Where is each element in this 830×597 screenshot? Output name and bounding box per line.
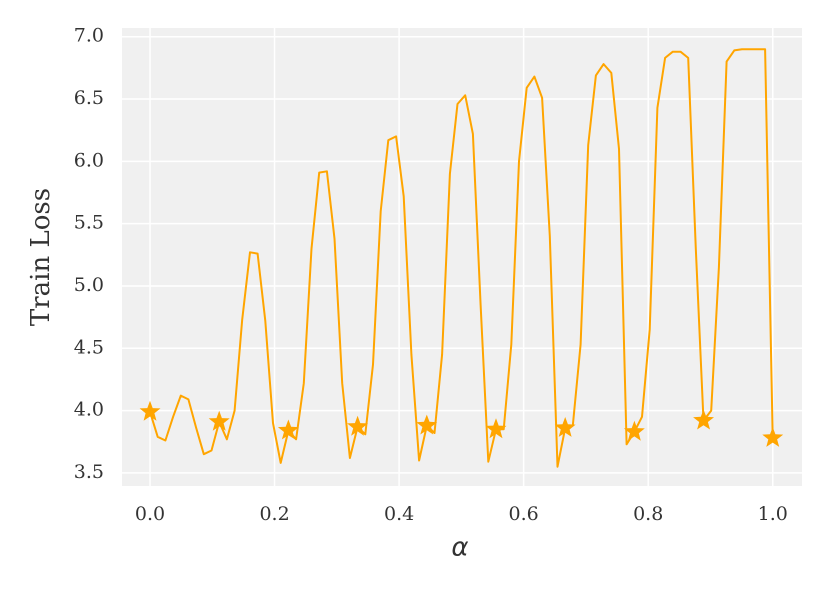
y-tick-label: 4.0	[74, 399, 104, 421]
y-tick-label: 5.5	[74, 212, 104, 234]
y-tick-label: 6.0	[74, 149, 104, 171]
y-tick-label: 5.0	[74, 274, 104, 296]
x-tick-label: 1.0	[758, 503, 788, 525]
star-marker	[554, 417, 576, 437]
star-marker	[762, 427, 784, 447]
y-tick-label: 6.5	[74, 87, 104, 109]
data-line	[149, 48, 774, 468]
star-marker	[485, 418, 507, 439]
x-tick-label: 0.6	[509, 503, 539, 525]
star-marker	[277, 419, 299, 440]
x-tick-label: 0.8	[633, 503, 663, 525]
y-tick-label: 3.5	[74, 461, 104, 483]
star-marker	[416, 414, 438, 435]
star-marker	[623, 420, 645, 441]
y-axis-label: Train Loss	[26, 188, 56, 326]
y-tick-label: 7.0	[74, 25, 104, 47]
x-tick-label: 0.4	[384, 503, 414, 525]
x-tick-label: 0.0	[135, 503, 165, 525]
x-tick-label: 0.2	[259, 503, 289, 525]
star-marker	[693, 409, 714, 430]
star-marker	[347, 415, 368, 436]
star-marker	[208, 410, 230, 431]
x-axis-label: α	[451, 533, 468, 563]
y-tick-label: 4.5	[74, 336, 104, 358]
star-marker	[139, 400, 161, 421]
